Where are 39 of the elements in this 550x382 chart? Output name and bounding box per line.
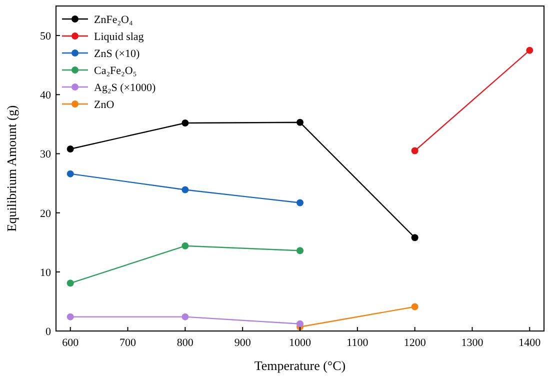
- point: [182, 313, 189, 320]
- x-tick-label: 1100: [346, 337, 369, 349]
- point: [296, 199, 304, 206]
- legend-label: ZnO: [94, 99, 114, 111]
- point: [182, 186, 189, 194]
- legend-label: ZnS (×10): [94, 48, 140, 60]
- point: [411, 234, 418, 242]
- point: [66, 146, 74, 152]
- legend-label: ZnFe₂O₄: [94, 14, 133, 26]
- legend-label: Ag₂S (×1000): [94, 82, 156, 94]
- x-tick-label: 900: [234, 337, 252, 349]
- y-tick-label: 0: [46, 326, 52, 338]
- legend-label: Ca₂Fe₂O₅: [94, 65, 137, 77]
- point: [66, 170, 74, 178]
- x-tick-label: 1000: [289, 337, 312, 349]
- point: [182, 242, 189, 250]
- x-tick-label: 600: [62, 337, 80, 349]
- x-tick-label: 700: [120, 337, 137, 349]
- point: [66, 313, 74, 320]
- x-tick-label: 1200: [404, 337, 426, 349]
- point: [296, 118, 304, 126]
- y-tick-label: 20: [40, 208, 52, 220]
- y-tick-label: 50: [40, 30, 52, 43]
- y-tick-label: 40: [40, 90, 52, 102]
- point: [182, 120, 189, 126]
- point: [411, 147, 418, 154]
- x-tick-label: 1300: [461, 337, 484, 349]
- y-axis-title: Equilibrium Amount (g): [4, 105, 19, 232]
- y-tick-label: 30: [40, 148, 52, 161]
- point: [66, 280, 74, 287]
- point: [296, 320, 304, 328]
- point: [411, 303, 418, 310]
- point: [526, 46, 534, 54]
- point: [296, 247, 304, 254]
- x-axis-title: Temperature (°C): [254, 358, 346, 373]
- x-tick-label: 800: [176, 337, 194, 349]
- x-tick-label: 1400: [518, 337, 542, 349]
- y-tick-label: 10: [40, 266, 52, 279]
- legend-label: Liquid slag: [94, 31, 144, 43]
